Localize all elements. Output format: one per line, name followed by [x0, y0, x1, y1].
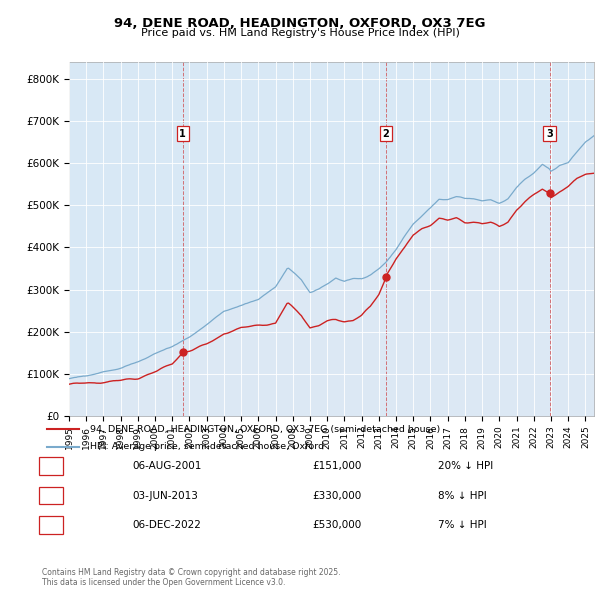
- Text: £530,000: £530,000: [312, 520, 361, 530]
- Text: 1: 1: [47, 461, 55, 471]
- Text: Contains HM Land Registry data © Crown copyright and database right 2025.
This d: Contains HM Land Registry data © Crown c…: [42, 568, 341, 587]
- Text: £330,000: £330,000: [312, 491, 361, 500]
- Text: 1: 1: [179, 129, 186, 139]
- Text: 2: 2: [383, 129, 389, 139]
- Text: 2: 2: [47, 491, 55, 500]
- Text: 03-JUN-2013: 03-JUN-2013: [132, 491, 198, 500]
- Text: 20% ↓ HPI: 20% ↓ HPI: [438, 461, 493, 471]
- Text: £151,000: £151,000: [312, 461, 361, 471]
- Text: 8% ↓ HPI: 8% ↓ HPI: [438, 491, 487, 500]
- Text: 3: 3: [47, 520, 55, 530]
- Text: HPI: Average price, semi-detached house, Oxford: HPI: Average price, semi-detached house,…: [89, 442, 323, 451]
- Text: 06-DEC-2022: 06-DEC-2022: [132, 520, 201, 530]
- Text: 3: 3: [546, 129, 553, 139]
- Text: 94, DENE ROAD, HEADINGTON, OXFORD, OX3 7EG (semi-detached house): 94, DENE ROAD, HEADINGTON, OXFORD, OX3 7…: [89, 425, 440, 434]
- Text: 94, DENE ROAD, HEADINGTON, OXFORD, OX3 7EG: 94, DENE ROAD, HEADINGTON, OXFORD, OX3 7…: [114, 17, 486, 30]
- Text: 7% ↓ HPI: 7% ↓ HPI: [438, 520, 487, 530]
- Text: 06-AUG-2001: 06-AUG-2001: [132, 461, 202, 471]
- Text: Price paid vs. HM Land Registry's House Price Index (HPI): Price paid vs. HM Land Registry's House …: [140, 28, 460, 38]
